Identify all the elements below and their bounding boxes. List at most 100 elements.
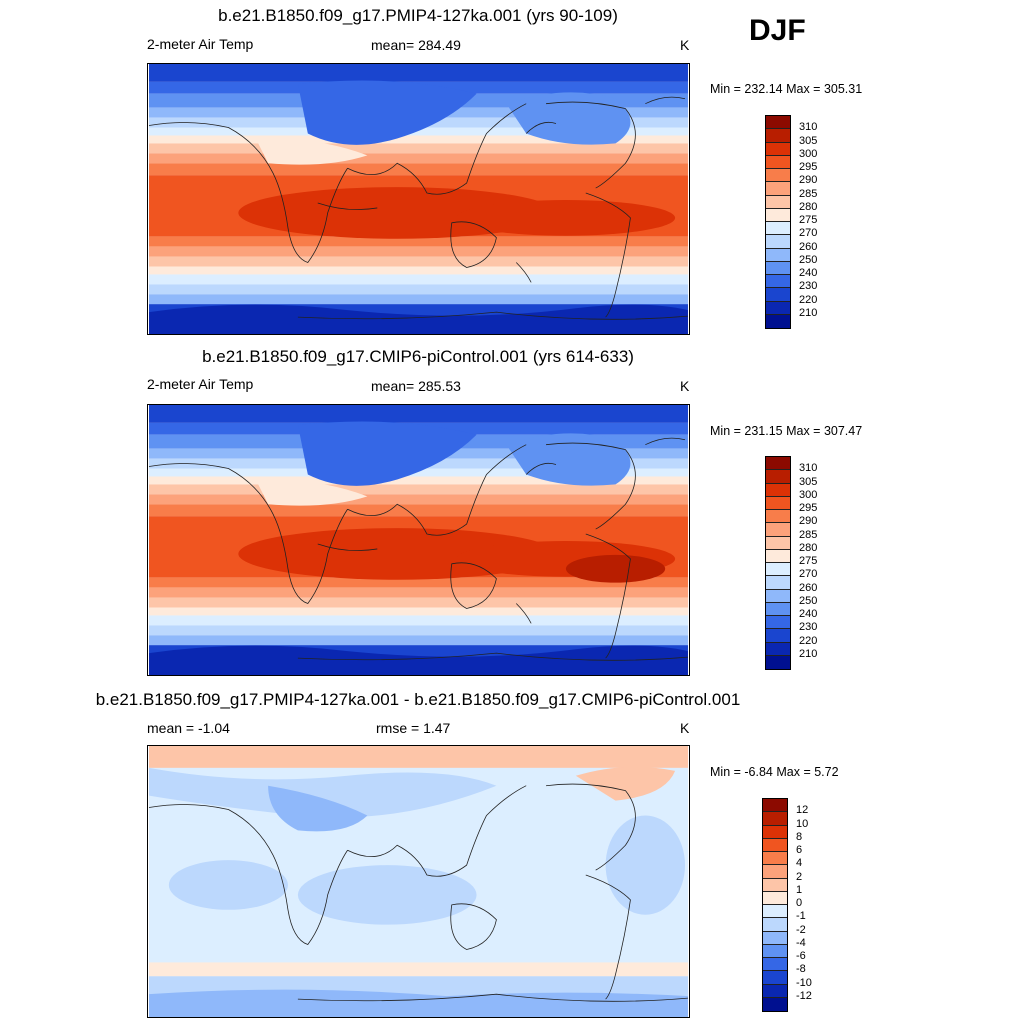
colorbar-swatch xyxy=(763,838,787,852)
colorbar-tick-label: 240 xyxy=(799,267,818,279)
latitude-band xyxy=(148,153,689,164)
colorbar-swatch xyxy=(766,563,790,577)
colorbar-tick-label: 290 xyxy=(799,515,818,528)
latitude-band xyxy=(148,274,689,285)
panel3-mean-label: mean = -1.04 xyxy=(147,720,230,736)
panel2-title: b.e21.B1850.f09_g17.CMIP6-piControl.001 … xyxy=(202,347,634,366)
colorbar-tick-label: 260 xyxy=(799,581,818,594)
colorbar-tick-label: -6 xyxy=(796,950,806,962)
arctic-warm-band xyxy=(148,746,689,768)
colorbar-swatch xyxy=(763,984,787,998)
colorbar-tick-label: 12 xyxy=(796,804,809,817)
colorbar-tick-label: 0 xyxy=(796,897,803,909)
cold-continent-region xyxy=(297,421,477,486)
colorbar-tick-label: 210 xyxy=(799,647,818,660)
plateau-region xyxy=(258,481,368,506)
difference-field xyxy=(148,746,689,1017)
panel1-colorbar xyxy=(765,115,791,329)
colorbar-swatch xyxy=(763,891,787,905)
latitude-band xyxy=(148,284,689,295)
colorbar-tick-label: 300 xyxy=(799,488,818,501)
coastline xyxy=(515,262,532,283)
colorbar-swatch xyxy=(763,799,787,813)
colorbar-swatch xyxy=(766,549,790,563)
coastline xyxy=(585,533,631,659)
latitude-band xyxy=(148,266,689,275)
colorbar-swatch xyxy=(766,602,790,616)
panel3-title: b.e21.B1850.f09_g17.PMIP4-127ka.001 - b.… xyxy=(95,690,741,709)
colorbar-tick-label: 240 xyxy=(799,608,818,620)
cool-region xyxy=(268,785,368,832)
colorbar-tick-label: -4 xyxy=(796,936,806,949)
colorbar-tick-label: 2 xyxy=(796,870,803,883)
panel3-colorbar xyxy=(762,798,788,1012)
colorbar-swatch xyxy=(766,116,790,130)
colorbar-swatch xyxy=(766,483,790,497)
coastline xyxy=(450,903,497,950)
panel1-units-label: K xyxy=(680,37,690,53)
panel1-map xyxy=(147,63,690,335)
latitude-band xyxy=(148,587,689,598)
panel1-minmax: Min = 232.14 Max = 305.31 xyxy=(710,82,863,96)
cool-region xyxy=(605,815,686,915)
latitude-band xyxy=(148,236,689,247)
colorbar-tick-label: 275 xyxy=(799,555,818,567)
latitude-band xyxy=(148,163,689,176)
colorbar-swatch xyxy=(766,470,790,484)
antarctic-region xyxy=(148,304,689,334)
latitude-band xyxy=(148,64,689,82)
colorbar-tick-label: -8 xyxy=(796,963,806,976)
plateau-region xyxy=(258,140,368,165)
colorbar-swatch xyxy=(766,314,790,328)
colorbar-swatch xyxy=(766,589,790,603)
warm-pool-region xyxy=(456,199,676,236)
coastline xyxy=(297,311,689,320)
colorbar-swatch xyxy=(766,208,790,222)
latitude-band xyxy=(148,635,689,648)
colorbar-tick-label: 285 xyxy=(799,528,818,541)
southern-warm-band xyxy=(148,962,689,977)
coastline xyxy=(347,103,527,195)
coastline xyxy=(148,122,348,263)
colorbar-swatch xyxy=(766,275,790,289)
colorbar-swatch xyxy=(766,182,790,196)
latitude-band xyxy=(148,246,689,257)
colorbar-swatch xyxy=(763,812,787,826)
colorbar-swatch xyxy=(766,129,790,143)
panel3-units-label: K xyxy=(680,720,690,736)
colorbar-tick-label: 220 xyxy=(799,293,818,306)
temperature-field xyxy=(148,64,689,334)
colorbar-swatch xyxy=(766,576,790,590)
colorbar-tick-label: 250 xyxy=(799,594,818,607)
colorbar-tick-label: -1 xyxy=(796,910,806,923)
panel3-map xyxy=(147,745,690,1018)
colorbar-swatch xyxy=(763,958,787,972)
panel1-title: b.e21.B1850.f09_g17.PMIP4-127ka.001 (yrs… xyxy=(218,6,618,25)
colorbar-swatch xyxy=(766,616,790,630)
colorbar-tick-label: 305 xyxy=(799,134,818,147)
coastline xyxy=(347,785,527,877)
latitude-band xyxy=(148,405,689,423)
coastline xyxy=(645,437,686,446)
colorbar-tick-label: 290 xyxy=(799,174,818,187)
colorbar-swatch xyxy=(766,523,790,537)
colorbar-swatch xyxy=(766,222,790,236)
coastline xyxy=(317,202,378,210)
colorbar-swatch xyxy=(766,301,790,315)
colorbar-tick-label: 4 xyxy=(796,857,803,870)
cool-region xyxy=(148,767,497,818)
coastline xyxy=(546,442,636,530)
cold-continent-region xyxy=(506,92,631,145)
latitude-band xyxy=(148,143,689,154)
latitude-band xyxy=(148,468,689,477)
colorbar-swatch xyxy=(766,288,790,302)
coastline xyxy=(645,96,686,105)
season-label: DJF xyxy=(749,14,806,47)
antarctic-cool-region xyxy=(148,989,689,1017)
warm-anomaly-region xyxy=(575,766,676,801)
colorbar-swatch xyxy=(766,195,790,209)
latitude-band xyxy=(148,135,689,144)
colorbar-tick-label: 220 xyxy=(799,634,818,647)
colorbar-swatch xyxy=(766,457,790,471)
temperature-field xyxy=(148,405,689,675)
